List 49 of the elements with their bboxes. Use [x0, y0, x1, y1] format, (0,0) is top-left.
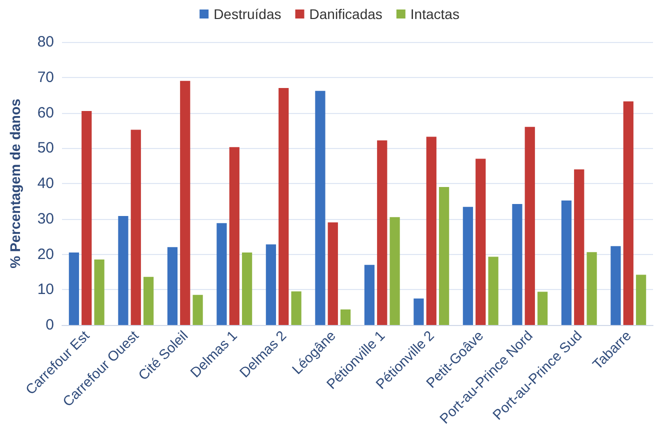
- bar: [488, 256, 498, 325]
- bar: [229, 147, 240, 325]
- y-tick-label: 30: [37, 210, 54, 228]
- bar: [636, 274, 646, 325]
- y-tick-label: 10: [37, 281, 54, 298]
- bar: [414, 298, 424, 325]
- bar: [438, 187, 450, 325]
- y-tick-label: 0: [46, 316, 54, 334]
- bar: [537, 292, 548, 325]
- bar: [574, 169, 584, 325]
- y-tick-label: 60: [37, 104, 54, 122]
- y-tick-label: 40: [37, 175, 54, 192]
- bar: [94, 260, 104, 325]
- legend-label: Destruídas: [214, 6, 282, 22]
- bar: [266, 244, 276, 325]
- bar: [462, 206, 474, 325]
- legend-label: Danificadas: [309, 6, 382, 22]
- bar: [192, 294, 203, 325]
- y-axis-title: % Percentagem de danos: [7, 98, 23, 268]
- bar: [291, 291, 302, 325]
- bar: [426, 136, 436, 325]
- y-tick-label: 50: [37, 140, 54, 157]
- y-tick-label: 80: [37, 34, 54, 50]
- bar: [130, 130, 141, 325]
- bar: [216, 223, 227, 325]
- bar: [82, 110, 92, 325]
- y-tick-label: 20: [37, 246, 54, 263]
- legend-label: Intactas: [410, 6, 460, 22]
- bar: [180, 80, 190, 325]
- bar: [561, 200, 572, 325]
- y-tick-label: 70: [37, 68, 54, 86]
- bar: [118, 216, 128, 325]
- bar: [167, 247, 178, 325]
- bar: [315, 90, 326, 325]
- bar: [512, 204, 522, 325]
- bar: [364, 264, 375, 325]
- bar: [390, 217, 400, 325]
- bar: [278, 88, 289, 325]
- bar: [340, 309, 351, 325]
- bar: [610, 246, 621, 325]
- bar: [377, 140, 388, 325]
- bar: [242, 252, 252, 325]
- bar: [524, 126, 535, 325]
- bar: [68, 252, 80, 325]
- bar: [476, 158, 486, 325]
- bar: [143, 276, 154, 325]
- bar: [328, 222, 338, 325]
- bar: [586, 252, 597, 325]
- bar: [623, 101, 634, 325]
